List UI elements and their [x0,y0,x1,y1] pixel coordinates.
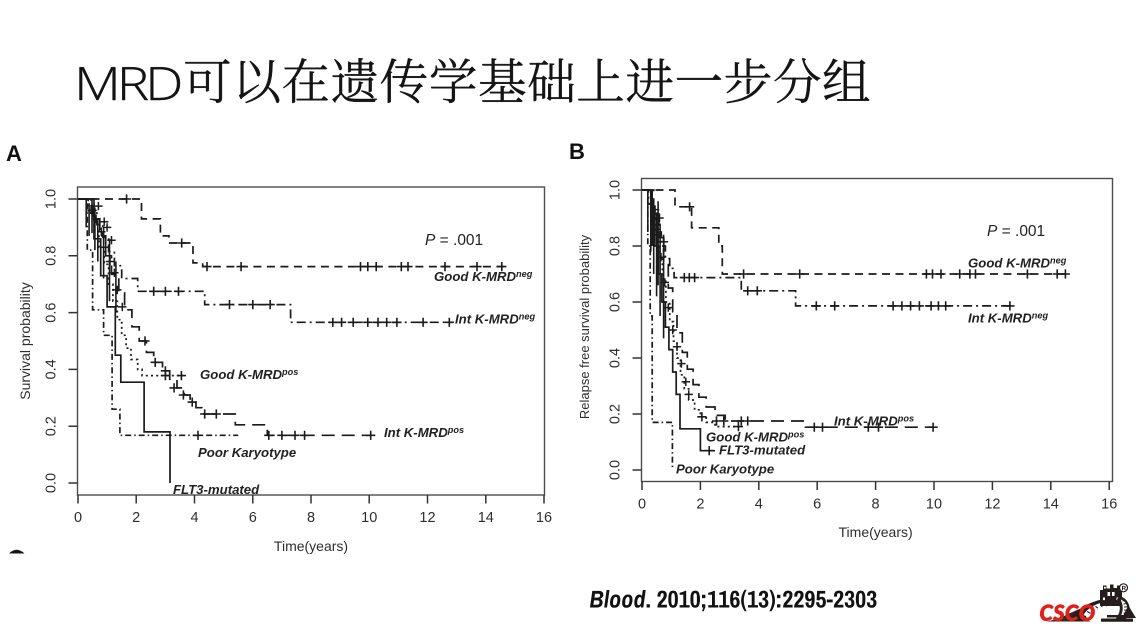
svg-text:0.4: 0.4 [607,348,623,368]
svg-text:10: 10 [926,497,942,513]
svg-text:A: A [6,141,22,166]
svg-text:2: 2 [696,497,704,513]
svg-text:Poor Karyotype: Poor Karyotype [198,445,296,460]
svg-text:Time(years): Time(years) [274,538,348,554]
svg-text:0: 0 [638,497,646,513]
svg-text:Good K-MRDneg: Good K-MRDneg [968,256,1067,271]
svg-text:14: 14 [478,510,494,526]
svg-text:0.8: 0.8 [43,246,59,266]
svg-text:FLT3-mutated: FLT3-mutated [173,482,260,497]
svg-text:16: 16 [536,510,552,526]
svg-text:6: 6 [249,510,257,526]
svg-text:FLT3-mutated: FLT3-mutated [719,443,806,458]
svg-text:0.4: 0.4 [43,359,59,379]
svg-text:6: 6 [813,497,821,513]
svg-text:8: 8 [307,510,315,526]
svg-text:Good K-MRDpos: Good K-MRDpos [200,367,298,382]
svg-text:16: 16 [1101,497,1117,513]
svg-text:Survival probability: Survival probability [17,282,33,400]
svg-text:10: 10 [361,510,377,526]
svg-text:2: 2 [132,510,140,526]
svg-text:14: 14 [1043,497,1059,513]
svg-text:Time(years): Time(years) [839,524,913,540]
svg-text:Poor Karyotype: Poor Karyotype [676,462,774,477]
svg-text:B: B [569,139,585,164]
svg-text:12: 12 [984,497,1000,513]
svg-text:0: 0 [74,510,82,526]
svg-text:P = .001: P = .001 [987,223,1045,240]
svg-text:1.0: 1.0 [43,189,59,209]
svg-text:0.8: 0.8 [607,236,623,256]
svg-text:Int K-MRDneg: Int K-MRDneg [968,311,1048,326]
svg-text:Good K-MRDpos: Good K-MRDpos [706,430,804,445]
svg-text:Int K-MRDneg: Int K-MRDneg [455,312,535,327]
svg-text:0.6: 0.6 [607,292,623,312]
svg-text:1.0: 1.0 [607,180,623,200]
svg-text:Int K-MRDpos: Int K-MRDpos [834,414,914,429]
svg-text:0.2: 0.2 [43,416,59,436]
svg-text:4: 4 [190,510,198,526]
svg-text:0.0: 0.0 [607,460,623,480]
svg-text:Int K-MRDpos: Int K-MRDpos [384,425,464,440]
svg-text:8: 8 [872,497,880,513]
svg-text:Relapse free survival probabil: Relapse free survival probability [577,234,592,419]
svg-text:0.6: 0.6 [43,303,59,323]
svg-text:0.0: 0.0 [43,473,59,493]
svg-text:Good K-MRDneg: Good K-MRDneg [434,269,533,284]
svg-text:0.2: 0.2 [607,404,623,424]
svg-text:12: 12 [419,510,435,526]
svg-text:P = .001: P = .001 [425,232,483,249]
svg-text:4: 4 [755,497,763,513]
